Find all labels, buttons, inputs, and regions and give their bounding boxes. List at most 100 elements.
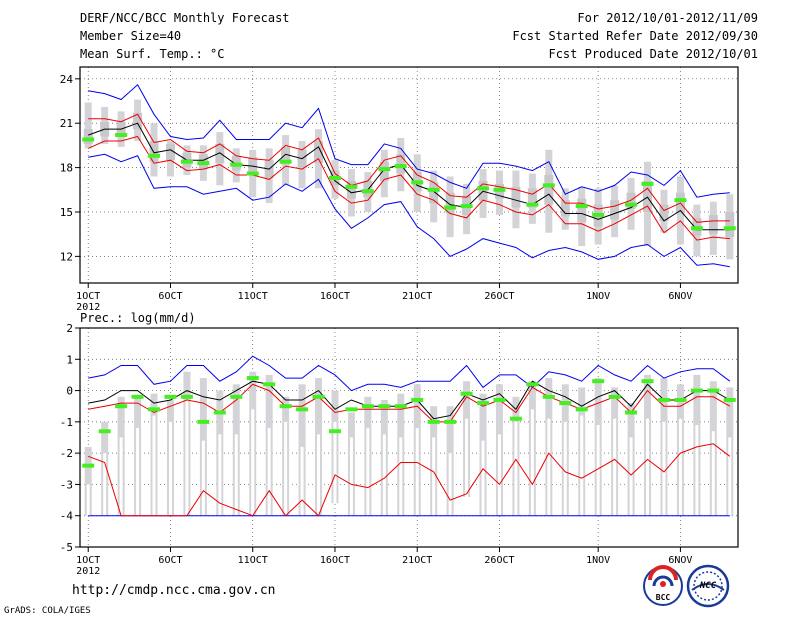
temp-mean-line — [88, 122, 730, 231]
prec-marker-day-18 — [361, 404, 374, 409]
ncc-logo: NCC — [686, 564, 730, 608]
prec-marker-day-16 — [328, 429, 341, 434]
header-produced-date: Fcst Produced Date 2012/10/01 — [548, 47, 758, 61]
temp-iqr-day-20 — [396, 154, 406, 174]
prec-xtick-label-5: 26OCT — [484, 555, 514, 566]
prec-xtick-label-6: 1NOV — [586, 555, 610, 566]
prec-marker-day-35 — [641, 379, 654, 384]
prec-marker-day-10 — [230, 394, 243, 399]
prec-marker-day-24 — [460, 391, 473, 396]
temp-iqr-day-28 — [527, 188, 537, 208]
prec-marker-day-7 — [180, 394, 193, 399]
temp-marker-day-35 — [641, 181, 654, 186]
temp-marker-day-11 — [246, 171, 259, 176]
temp-xtick-label-7: 6NOV — [668, 291, 692, 302]
prec-box-gap-day-31 — [580, 415, 584, 516]
prec-box-gap-day-27 — [514, 421, 518, 516]
temp-marker-day-3 — [115, 133, 128, 138]
temp-iqr-day-33 — [610, 200, 620, 220]
prec-marker-day-39 — [707, 388, 720, 393]
temp-marker-day-28 — [526, 202, 539, 207]
prec-marker-day-23 — [444, 419, 457, 424]
temp-iqr-day-23 — [445, 192, 455, 214]
prec-box-gap-day-12 — [267, 428, 271, 516]
prec-box-gap-day-4 — [136, 428, 140, 516]
temp-upper-spread-line — [88, 113, 730, 223]
prec-marker-day-12 — [263, 382, 276, 387]
prec-mean-line — [88, 380, 731, 420]
prec-box-gap-day-22 — [432, 437, 436, 516]
prec-marker-day-14 — [296, 407, 309, 412]
prec-box-gap-day-28 — [530, 409, 534, 516]
header-period: For 2012/10/01-2012/11/09 — [577, 11, 758, 25]
prec-marker-day-8 — [197, 419, 210, 424]
prec-ytick-label-1: -4 — [60, 510, 74, 523]
temp-frame — [79, 66, 739, 284]
prec-box-gap-day-6 — [168, 421, 172, 516]
temp-iqr-day-13 — [281, 146, 291, 165]
temp-iqr-day-6 — [165, 143, 175, 161]
prec-marker-day-22 — [427, 419, 440, 424]
temp-iqr-day-31 — [577, 198, 587, 223]
temp-marker-day-5 — [148, 153, 161, 158]
prec-marker-day-27 — [509, 416, 522, 421]
prec-marker-day-31 — [575, 407, 588, 412]
prec-box-gap-day-9 — [218, 434, 222, 516]
prec-ytick-label-0: -5 — [60, 541, 73, 554]
bcc-logo-text: BCC — [656, 593, 671, 602]
temp-marker-day-13 — [279, 159, 292, 164]
prec-marker-day-19 — [378, 404, 391, 409]
prec-marker-day-2 — [98, 429, 111, 434]
temp-marker-day-18 — [361, 189, 374, 194]
prec-box-gap-day-10 — [234, 434, 238, 516]
temp-iqr-day-35 — [643, 180, 653, 212]
prec-xtick-label-1: 6OCT — [158, 555, 182, 566]
prec-box-gap-day-21 — [415, 428, 419, 516]
prec-marker-day-4 — [131, 394, 144, 399]
prec-box-gap-day-2 — [103, 453, 107, 516]
temp-ytick-label-0: 12 — [60, 250, 73, 263]
prec-marker-day-38 — [690, 388, 703, 393]
prec-box-gap-day-5 — [152, 415, 156, 516]
prec-box-gap-day-25 — [481, 440, 485, 516]
temp-marker-day-20 — [394, 164, 407, 169]
temp-box-day-1 — [84, 102, 92, 149]
prec-box-gap-day-16 — [333, 421, 337, 504]
temp-xtick-label-5: 26OCT — [484, 291, 514, 302]
temp-max-line — [88, 84, 730, 198]
temp-marker-day-29 — [542, 183, 555, 188]
temp-marker-day-8 — [197, 161, 210, 166]
prec-marker-day-28 — [526, 382, 539, 387]
prec-xtick-label-2: 11OCT — [238, 555, 268, 566]
prec-ytick-label-6: 1 — [66, 353, 73, 366]
temp-iqr-day-22 — [429, 182, 439, 204]
prec-marker-day-21 — [411, 397, 424, 402]
temp-iqr-day-39 — [708, 214, 718, 235]
temp-marker-day-26 — [493, 187, 506, 192]
temp-min-line — [88, 153, 730, 268]
prec-max-line — [88, 355, 731, 392]
temp-marker-day-31 — [575, 204, 588, 209]
prec-ytick-label-2: -3 — [60, 478, 73, 491]
prec-box-gap-day-33 — [613, 418, 617, 516]
prec-box-gap-day-1 — [86, 484, 90, 516]
temp-marker-day-16 — [328, 175, 341, 180]
prec-ytick-label-3: -2 — [60, 447, 73, 460]
prec-marker-day-40 — [723, 397, 736, 402]
prec-marker-day-25 — [477, 401, 490, 406]
temp-marker-day-37 — [674, 198, 687, 203]
temp-marker-day-34 — [625, 202, 638, 207]
prec-box-gap-day-37 — [678, 418, 682, 516]
prec-box-gap-day-40 — [728, 437, 732, 516]
temp-iqr-day-15 — [314, 140, 324, 164]
prec-marker-day-6 — [164, 394, 177, 399]
temp-iqr-day-3 — [116, 121, 126, 134]
prec-box-gap-day-3 — [119, 437, 123, 516]
prec-box-gap-day-14 — [300, 446, 304, 516]
prec-box-gap-day-39 — [711, 431, 715, 516]
temp-iqr-day-4 — [133, 112, 143, 130]
prec-marker-day-15 — [312, 394, 325, 399]
prec-marker-day-33 — [608, 394, 621, 399]
header-variable: Mean Surf. Temp.: °C — [80, 47, 225, 61]
prec-box-gap-day-15 — [317, 434, 321, 516]
